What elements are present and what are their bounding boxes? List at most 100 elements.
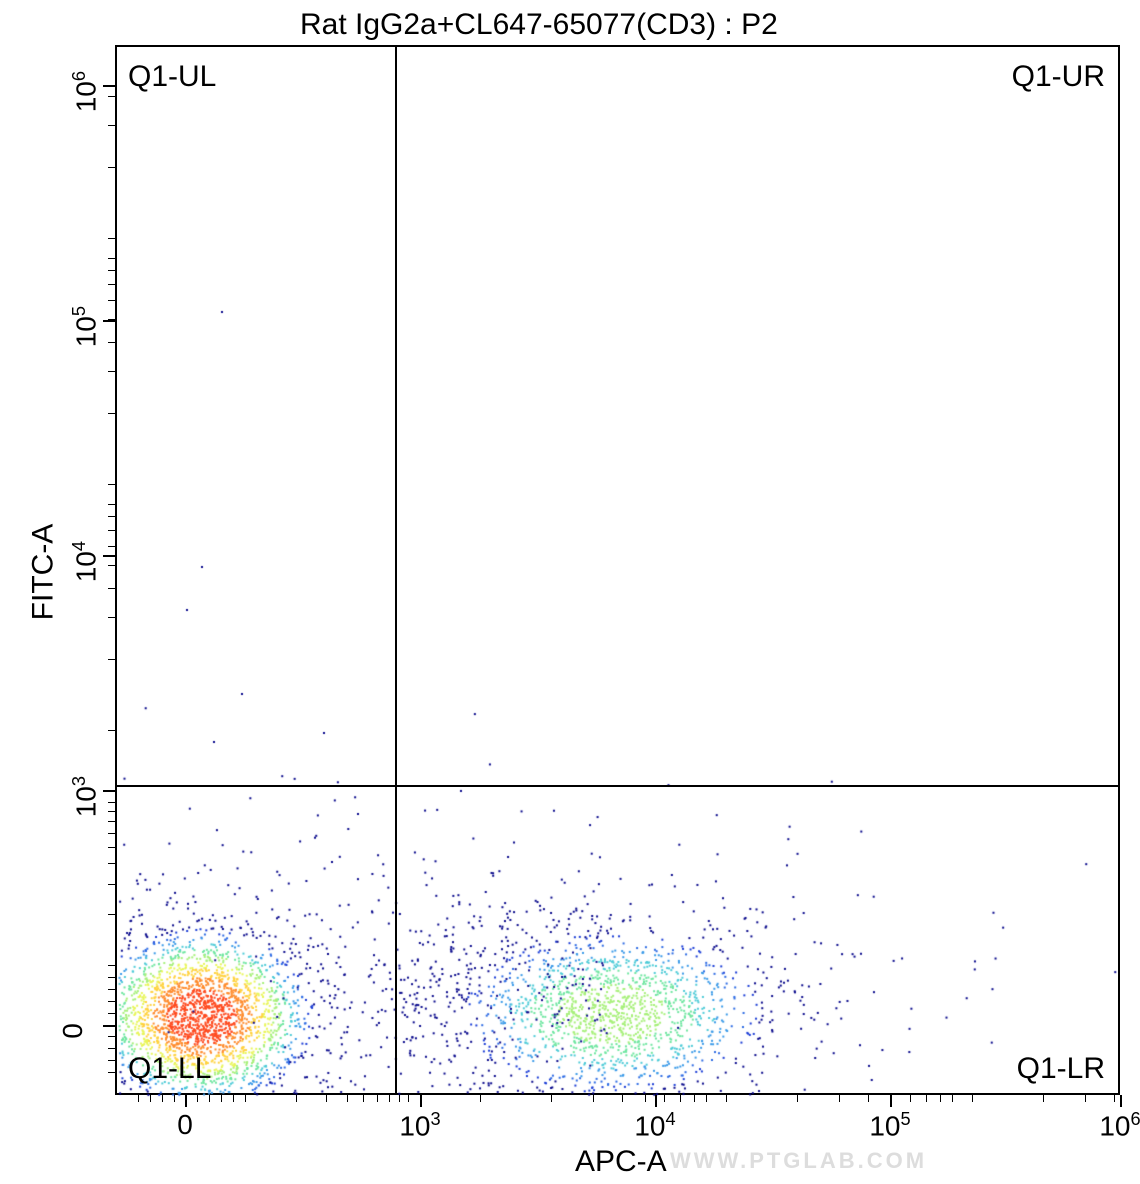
y-tick-minor — [108, 659, 115, 660]
x-tick-major — [185, 1095, 187, 1107]
y-tick-minor — [108, 1013, 115, 1014]
x-tick-minor — [1043, 1095, 1044, 1102]
y-tick-minor — [108, 847, 115, 848]
x-tick-minor — [940, 1095, 941, 1102]
y-tick-minor — [108, 167, 115, 168]
x-tick-minor — [480, 1095, 481, 1102]
x-tick-minor — [174, 1095, 175, 1102]
y-tick-minor — [108, 371, 115, 372]
x-tick-minor — [389, 1095, 390, 1102]
y-tick-minor — [108, 617, 115, 618]
x-tick-minor — [551, 1095, 552, 1102]
y-tick-major — [103, 555, 115, 557]
chart-title: Rat IgG2a+CL647-65077(CD3) : P2 — [300, 8, 778, 42]
y-tick-minor — [108, 914, 115, 915]
y-tick-minor — [108, 1036, 115, 1037]
quadrant-label-ll: Q1-LL — [128, 1052, 211, 1086]
x-tick-minor — [221, 1095, 222, 1102]
y-tick-minor — [108, 965, 115, 966]
y-tick-label: 104 — [69, 541, 102, 582]
quadrant-label-lr: Q1-LR — [1017, 1052, 1105, 1086]
x-tick-minor — [622, 1095, 623, 1102]
x-tick-minor — [377, 1095, 378, 1102]
x-tick-label: 104 — [634, 1109, 675, 1142]
x-tick-minor — [726, 1095, 727, 1102]
y-tick-minor — [108, 319, 115, 320]
x-tick-label: 0 — [177, 1109, 193, 1141]
quadrant-hline — [115, 785, 1120, 787]
y-tick-minor — [108, 989, 115, 990]
watermark: WWW.PTGLAB.COM — [670, 1148, 927, 1174]
x-tick-major — [1120, 1095, 1122, 1107]
y-tick-minor — [108, 1048, 115, 1049]
x-tick-minor — [347, 1095, 348, 1102]
y-tick-minor — [108, 484, 115, 485]
x-tick-minor — [162, 1095, 163, 1102]
chart-container: Rat IgG2a+CL647-65077(CD3) : P2 Q1-UL Q1… — [0, 0, 1140, 1184]
y-tick-minor — [108, 546, 115, 547]
x-tick-minor — [680, 1095, 681, 1102]
y-tick-label: 103 — [69, 776, 102, 817]
y-tick-label: 105 — [69, 306, 102, 347]
y-tick-label: 106 — [69, 71, 102, 112]
y-tick-minor — [108, 504, 115, 505]
quadrant-label-ul: Q1-UL — [128, 60, 216, 94]
x-tick-minor — [138, 1095, 139, 1102]
x-tick-minor — [694, 1095, 695, 1102]
y-tick-major — [103, 85, 115, 87]
x-tick-minor — [645, 1095, 646, 1102]
scatter-canvas — [117, 47, 1122, 1097]
y-tick-major — [103, 790, 115, 792]
x-tick-minor — [926, 1095, 927, 1102]
y-tick-minor — [108, 977, 115, 978]
x-tick-minor — [593, 1095, 594, 1102]
y-tick-minor — [108, 516, 115, 517]
y-tick-minor — [108, 1072, 115, 1073]
quadrant-vline — [395, 45, 397, 1095]
y-tick-minor — [108, 238, 115, 239]
y-tick-minor — [108, 96, 115, 97]
x-tick-minor — [664, 1095, 665, 1102]
x-tick-minor — [910, 1095, 911, 1102]
x-tick-minor — [363, 1095, 364, 1102]
y-tick-major — [103, 320, 115, 322]
x-tick-minor — [326, 1095, 327, 1102]
y-tick-minor — [108, 413, 115, 414]
y-tick-minor — [108, 530, 115, 531]
plot-area — [115, 45, 1120, 1095]
x-axis-label: APC-A — [575, 1145, 667, 1179]
x-tick-minor — [1085, 1095, 1086, 1102]
y-tick-minor — [108, 884, 115, 885]
x-tick-minor — [972, 1095, 973, 1102]
x-tick-minor — [706, 1095, 707, 1102]
quadrant-label-ur: Q1-UR — [1012, 60, 1105, 94]
x-tick-minor — [408, 1095, 409, 1102]
x-tick-major — [420, 1095, 422, 1107]
x-tick-label: 103 — [399, 1109, 440, 1142]
y-tick-minor — [108, 284, 115, 285]
x-tick-minor — [150, 1095, 151, 1102]
y-tick-minor — [108, 565, 115, 566]
x-tick-label: 106 — [1099, 1109, 1140, 1142]
x-tick-minor — [245, 1095, 246, 1102]
x-tick-minor — [296, 1095, 297, 1102]
x-tick-minor — [209, 1095, 210, 1102]
y-tick-minor — [108, 270, 115, 271]
x-tick-label: 105 — [869, 1109, 910, 1142]
y-tick-major — [103, 1025, 115, 1027]
y-axis-label: FITC-A — [26, 524, 60, 621]
y-tick-label: 0 — [57, 1023, 89, 1039]
y-tick-minor — [108, 342, 115, 343]
x-tick-minor — [797, 1095, 798, 1102]
y-tick-minor — [108, 258, 115, 259]
x-tick-minor — [952, 1095, 953, 1102]
y-tick-minor — [108, 802, 115, 803]
x-tick-minor — [868, 1095, 869, 1102]
x-tick-major — [655, 1095, 657, 1107]
y-tick-minor — [108, 833, 115, 834]
x-tick-minor — [233, 1095, 234, 1102]
y-tick-minor — [108, 863, 115, 864]
y-tick-minor — [108, 1060, 115, 1061]
y-tick-minor — [108, 730, 115, 731]
x-tick-minor — [399, 1095, 400, 1102]
